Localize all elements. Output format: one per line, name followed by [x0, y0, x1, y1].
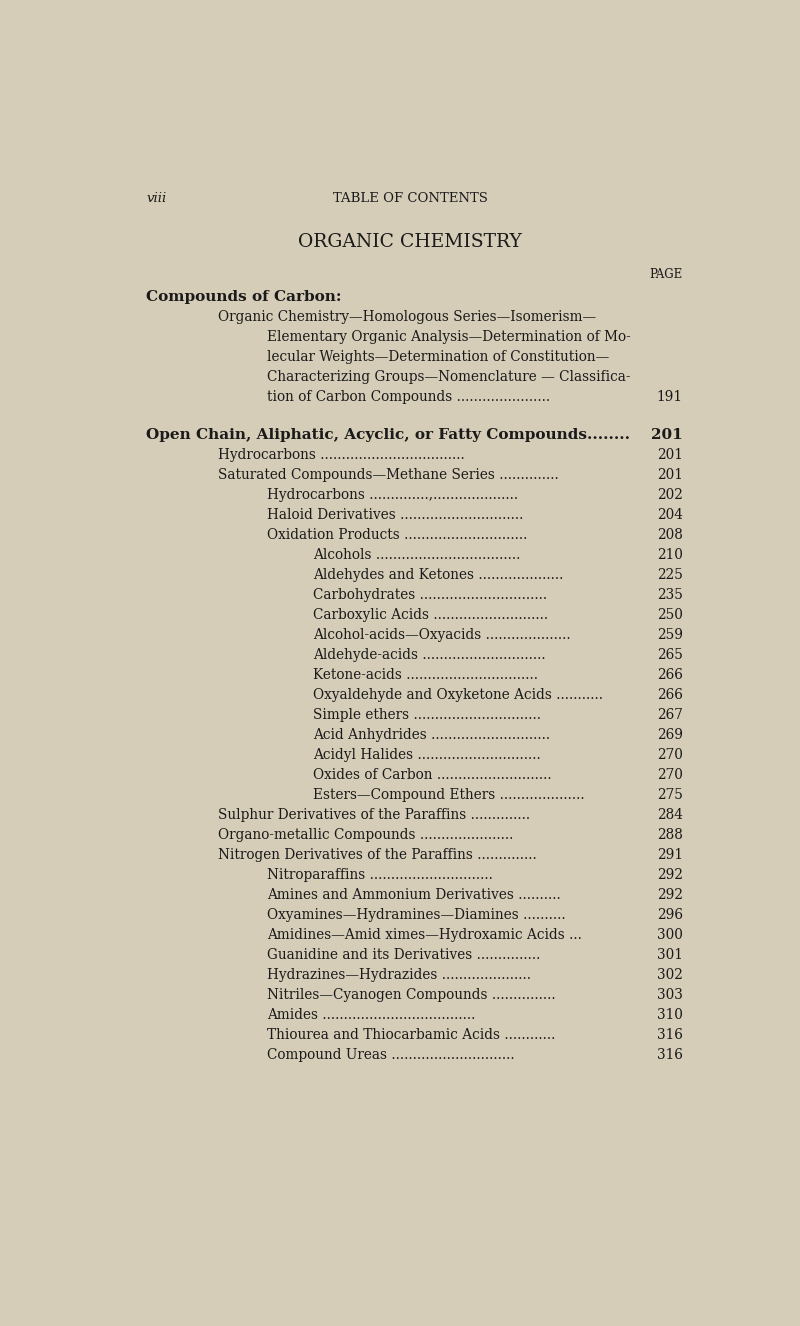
Text: 210: 210: [657, 548, 682, 562]
Text: Oxidation Products .............................: Oxidation Products .....................…: [267, 528, 528, 542]
Text: Acidyl Halides .............................: Acidyl Halides .........................…: [313, 748, 541, 762]
Text: Amines and Ammonium Derivatives ..........: Amines and Ammonium Derivatives ........…: [267, 888, 561, 902]
Text: Saturated Compounds—Methane Series ..............: Saturated Compounds—Methane Series .....…: [218, 468, 558, 481]
Text: ORGANIC CHEMISTRY: ORGANIC CHEMISTRY: [298, 232, 522, 251]
Text: 270: 270: [657, 748, 682, 762]
Text: Acid Anhydrides ............................: Acid Anhydrides ........................…: [313, 728, 550, 743]
Text: Nitroparaffins .............................: Nitroparaffins .........................…: [267, 869, 494, 882]
Text: Ketone-acids ...............................: Ketone-acids ...........................…: [313, 668, 538, 682]
Text: 291: 291: [657, 849, 682, 862]
Text: 292: 292: [657, 869, 682, 882]
Text: lecular Weights—Determination of Constitution—: lecular Weights—Determination of Constit…: [267, 350, 610, 363]
Text: 292: 292: [657, 888, 682, 902]
Text: 316: 316: [657, 1028, 682, 1042]
Text: 284: 284: [657, 808, 682, 822]
Text: 201: 201: [657, 468, 682, 481]
Text: Thiourea and Thiocarbamic Acids ............: Thiourea and Thiocarbamic Acids ........…: [267, 1028, 556, 1042]
Text: 201: 201: [657, 448, 682, 461]
Text: 310: 310: [657, 1008, 682, 1022]
Text: Organic Chemistry—Homologous Series—Isomerism—: Organic Chemistry—Homologous Series—Isom…: [218, 310, 596, 324]
Text: 208: 208: [657, 528, 682, 542]
Text: viii: viii: [146, 192, 166, 204]
Text: Aldehydes and Ketones ....................: Aldehydes and Ketones ..................…: [313, 568, 563, 582]
Text: 267: 267: [657, 708, 682, 723]
Text: Simple ethers ..............................: Simple ethers ..........................…: [313, 708, 541, 723]
Text: 270: 270: [657, 768, 682, 782]
Text: Open Chain, Aliphatic, Acyclic, or Fatty Compounds........: Open Chain, Aliphatic, Acyclic, or Fatty…: [146, 428, 630, 442]
Text: 269: 269: [657, 728, 682, 743]
Text: 202: 202: [657, 488, 682, 503]
Text: 316: 316: [657, 1049, 682, 1062]
Text: Hydrazines—Hydrazides .....................: Hydrazines—Hydrazides ..................…: [267, 968, 531, 983]
Text: 235: 235: [657, 587, 682, 602]
Text: 204: 204: [657, 508, 682, 522]
Text: tion of Carbon Compounds ......................: tion of Carbon Compounds ...............…: [267, 390, 550, 404]
Text: 301: 301: [657, 948, 682, 963]
Text: 259: 259: [657, 629, 682, 642]
Text: Guanidine and its Derivatives ...............: Guanidine and its Derivatives ..........…: [267, 948, 541, 963]
Text: Elementary Organic Analysis—Determination of Mo-: Elementary Organic Analysis—Determinatio…: [267, 330, 631, 343]
Text: Haloid Derivatives .............................: Haloid Derivatives .....................…: [267, 508, 524, 522]
Text: Carbohydrates ..............................: Carbohydrates ..........................…: [313, 587, 546, 602]
Text: 225: 225: [657, 568, 682, 582]
Text: Alcohols ..................................: Alcohols ...............................…: [313, 548, 520, 562]
Text: Alcohol-acids—Oxyacids ....................: Alcohol-acids—Oxyacids .................…: [313, 629, 570, 642]
Text: Amides ....................................: Amides .................................…: [267, 1008, 476, 1022]
Text: 266: 266: [657, 668, 682, 682]
Text: 201: 201: [651, 428, 682, 442]
Text: 296: 296: [657, 908, 682, 922]
Text: Esters—Compound Ethers ....................: Esters—Compound Ethers .................…: [313, 788, 584, 802]
Text: TABLE OF CONTENTS: TABLE OF CONTENTS: [333, 192, 487, 204]
Text: 265: 265: [657, 648, 682, 662]
Text: Amidines—Amid ximes—Hydroxamic Acids ...: Amidines—Amid ximes—Hydroxamic Acids ...: [267, 928, 582, 943]
Text: Compounds of Carbon:: Compounds of Carbon:: [146, 290, 342, 304]
Text: Nitrogen Derivatives of the Paraffins ..............: Nitrogen Derivatives of the Paraffins ..…: [218, 849, 537, 862]
Text: Carboxylic Acids ...........................: Carboxylic Acids .......................…: [313, 609, 548, 622]
Text: Oxyaldehyde and Oxyketone Acids ...........: Oxyaldehyde and Oxyketone Acids ........…: [313, 688, 602, 701]
Text: 302: 302: [657, 968, 682, 983]
Text: Organo-metallic Compounds ......................: Organo-metallic Compounds ..............…: [218, 829, 513, 842]
Text: 300: 300: [657, 928, 682, 943]
Text: Nitriles—Cyanogen Compounds ...............: Nitriles—Cyanogen Compounds ............…: [267, 988, 556, 1002]
Text: 250: 250: [657, 609, 682, 622]
Text: Sulphur Derivatives of the Paraffins ..............: Sulphur Derivatives of the Paraffins ...…: [218, 808, 530, 822]
Text: Oxides of Carbon ...........................: Oxides of Carbon .......................…: [313, 768, 551, 782]
Text: Oxyamines—Hydramines—Diamines ..........: Oxyamines—Hydramines—Diamines ..........: [267, 908, 566, 922]
Text: Aldehyde-acids .............................: Aldehyde-acids .........................…: [313, 648, 546, 662]
Text: Hydrocarbons ..............,....................: Hydrocarbons ..............,............…: [267, 488, 518, 503]
Text: 266: 266: [657, 688, 682, 701]
Text: Compound Ureas .............................: Compound Ureas .........................…: [267, 1049, 515, 1062]
Text: 288: 288: [657, 829, 682, 842]
Text: 275: 275: [657, 788, 682, 802]
Text: PAGE: PAGE: [650, 268, 682, 281]
Text: Hydrocarbons ..................................: Hydrocarbons ...........................…: [218, 448, 465, 461]
Text: Characterizing Groups—Nomenclature — Classifica-: Characterizing Groups—Nomenclature — Cla…: [267, 370, 631, 383]
Text: 191: 191: [657, 390, 682, 404]
Text: 303: 303: [657, 988, 682, 1002]
